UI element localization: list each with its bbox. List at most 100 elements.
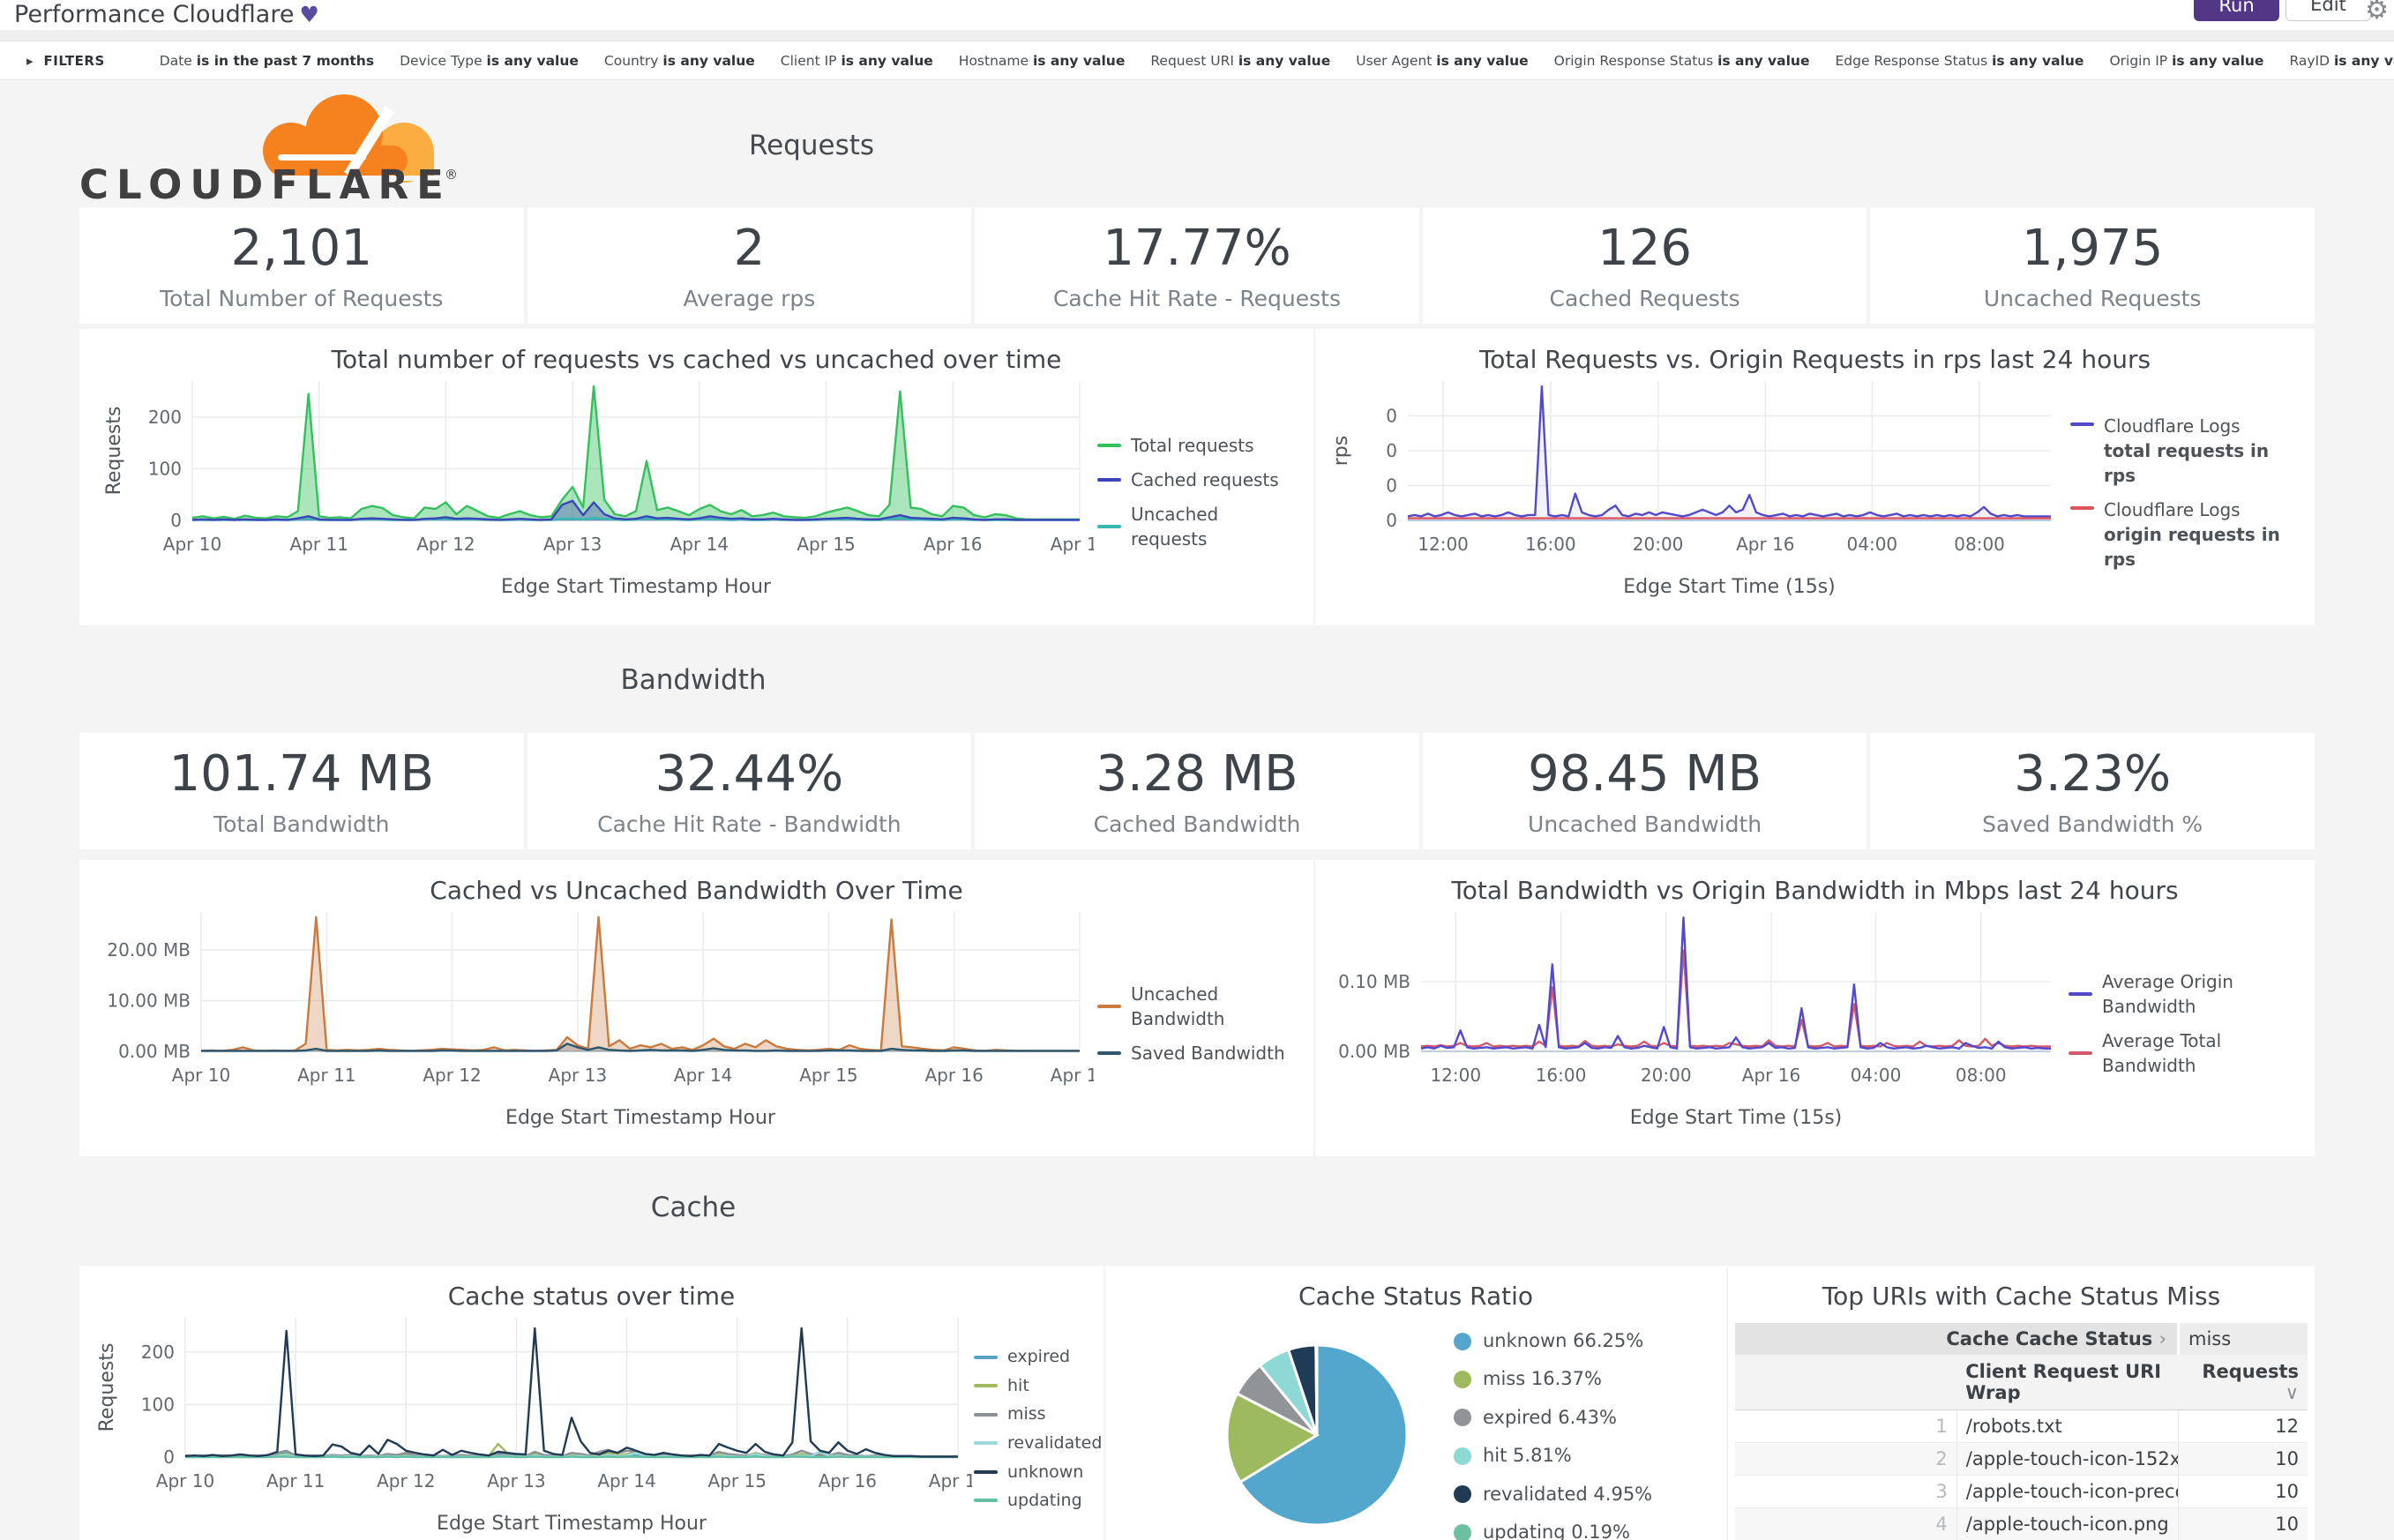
filter-item[interactable]: RayID is any valu... bbox=[2289, 53, 2394, 69]
filter-item[interactable]: Edge Response Status is any value bbox=[1835, 53, 2084, 69]
requests-cell: 10 bbox=[2178, 1442, 2308, 1476]
legend-item[interactable]: unknown 66.25% bbox=[1454, 1328, 1652, 1354]
legend-swatch bbox=[1097, 478, 1121, 482]
svg-text:0: 0 bbox=[1386, 406, 1397, 427]
kpi-label: Total Number of Requests bbox=[160, 286, 444, 311]
svg-text:Apr 16: Apr 16 bbox=[1736, 534, 1794, 555]
uri-cell[interactable]: /apple-touch-icon.png bbox=[1956, 1507, 2179, 1540]
legend-item[interactable]: hit bbox=[974, 1374, 1097, 1398]
legend-swatch bbox=[2070, 505, 2094, 510]
kpi-tile[interactable]: 98.45 MB Uncached Bandwidth bbox=[1422, 733, 1867, 849]
kpi-tile[interactable]: 17.77% Cache Hit Rate - Requests bbox=[975, 207, 1419, 324]
kpi-tile[interactable]: 101.74 MB Total Bandwidth bbox=[79, 733, 524, 849]
legend-item[interactable]: updating 0.19% bbox=[1454, 1520, 1652, 1540]
legend-item[interactable]: hit 5.81% bbox=[1454, 1443, 1652, 1469]
pie-chart-cache-ratio[interactable] bbox=[1211, 1329, 1423, 1540]
section-heading-cache: Cache bbox=[650, 1192, 737, 1223]
svg-text:0: 0 bbox=[1386, 475, 1397, 497]
legend-swatch bbox=[974, 1441, 998, 1446]
legend-item[interactable]: expired 6.43% bbox=[1454, 1405, 1652, 1431]
legend-item[interactable]: miss bbox=[974, 1402, 1097, 1426]
legend-item[interactable]: updating bbox=[974, 1489, 1097, 1513]
legend-item[interactable]: Uncached Bandwidth bbox=[1097, 982, 1300, 1031]
panel-requests-over-time: Total number of requests vs cached vs un… bbox=[79, 329, 1313, 625]
kpi-tile[interactable]: 2 Average rps bbox=[527, 207, 972, 324]
svg-text:Apr 15: Apr 15 bbox=[797, 534, 855, 555]
settings-gear-icon[interactable]: ⚙ bbox=[2365, 0, 2389, 26]
legend-label: Total requests bbox=[1131, 435, 1254, 456]
uri-cell[interactable]: /apple-touch-icon-precomposed.png bbox=[1956, 1475, 2179, 1508]
filters-expander-icon[interactable]: ▸ bbox=[26, 52, 34, 69]
filter-item[interactable]: Request URI is any value bbox=[1150, 53, 1331, 69]
filter-item[interactable]: Origin IP is any value bbox=[2109, 53, 2264, 69]
filter-item[interactable]: Hostname is any value bbox=[958, 53, 1126, 69]
legend-label: hit 5.81% bbox=[1483, 1445, 1572, 1467]
kpi-label: Cached Requests bbox=[1549, 286, 1740, 311]
svg-text:Edge Start Time (15s): Edge Start Time (15s) bbox=[1623, 576, 1836, 598]
legend-item[interactable]: Cloudflare Logs total requests in rps bbox=[2070, 414, 2291, 488]
filter-item[interactable]: Client IP is any value bbox=[780, 53, 933, 69]
line-chart-rps-24h[interactable]: 0 0 0 0 12:00 16:00 20:00 Apr 16 04:00 08:00 rps Ed… bbox=[1324, 376, 2065, 609]
legend-item[interactable]: Uncached requests bbox=[1097, 502, 1291, 551]
kpi-tile[interactable]: 32.44% Cache Hit Rate - Bandwidth bbox=[527, 733, 972, 849]
kpi-tile[interactable]: 126 Cached Requests bbox=[1422, 207, 1867, 324]
kpi-tile[interactable]: 1,975 Uncached Requests bbox=[1870, 207, 2315, 324]
legend-item[interactable]: revalidated bbox=[974, 1432, 1102, 1455]
legend-swatch bbox=[2069, 991, 2092, 996]
kpi-label: Cache Hit Rate - Bandwidth bbox=[597, 811, 901, 837]
legend-item[interactable]: unknown bbox=[974, 1461, 1097, 1484]
legend-item[interactable]: Cached requests bbox=[1097, 467, 1291, 492]
kpi-tile[interactable]: 3.23% Saved Bandwidth % bbox=[1870, 733, 2315, 849]
column-header-requests[interactable]: Requests ∨ bbox=[2178, 1355, 2308, 1410]
legend-item[interactable]: Saved Bandwidth bbox=[1097, 1041, 1300, 1065]
logo-row: CLOUDFLARE ® Requests bbox=[79, 84, 2315, 207]
svg-text:Apr 16: Apr 16 bbox=[819, 1470, 877, 1491]
bandwidth-charts-row: Cached vs Uncached Bandwidth Over Time 0… bbox=[79, 860, 2315, 1156]
legend-swatch bbox=[2069, 1050, 2092, 1055]
table-row: 4 /apple-touch-icon.png 10 bbox=[1735, 1507, 2308, 1540]
legend-label: Average Origin Bandwidth bbox=[2102, 970, 2233, 1017]
kpi-row-requests: 2,101 Total Number of Requests 2 Average… bbox=[79, 207, 2315, 324]
requests-cell: 10 bbox=[2178, 1507, 2308, 1540]
legend-label: Cached requests bbox=[1131, 469, 1279, 490]
chart-title: Cached vs Uncached Bandwidth Over Time bbox=[430, 876, 963, 905]
svg-text:0.00 MB: 0.00 MB bbox=[1338, 1041, 1410, 1062]
filter-item[interactable]: Device Type is any value bbox=[400, 53, 579, 69]
kpi-tile[interactable]: 3.28 MB Cached Bandwidth bbox=[975, 733, 1419, 849]
column-header-uri[interactable]: Client Request URI Wrap bbox=[1956, 1355, 2179, 1410]
filter-item[interactable]: User Agent is any value bbox=[1356, 53, 1529, 69]
svg-text:200: 200 bbox=[141, 1342, 175, 1363]
filter-item[interactable]: Country is any value bbox=[603, 53, 755, 69]
svg-text:0.10 MB: 0.10 MB bbox=[1338, 971, 1410, 992]
uri-cell[interactable]: /robots.txt bbox=[1956, 1409, 2179, 1443]
legend-item[interactable]: revalidated 4.95% bbox=[1454, 1482, 1652, 1507]
edit-button[interactable]: Edit bbox=[2286, 0, 2371, 21]
kpi-tile[interactable]: 2,101 Total Number of Requests bbox=[79, 207, 524, 324]
row-number: 4 bbox=[1735, 1507, 1957, 1540]
line-chart-bandwidth-over-time[interactable]: 0.00 MB 10.00 MB 20.00 MB Apr 10 Apr 11 Apr 1… bbox=[97, 907, 1109, 1140]
legend-item[interactable]: expired bbox=[974, 1345, 1097, 1369]
line-chart-cache-status[interactable]: 0 100 200 Apr 10 Apr 11 Apr 12 Apr 13 Apr 14 Apr… bbox=[90, 1312, 987, 1540]
svg-text:20:00: 20:00 bbox=[1641, 1065, 1692, 1086]
filter-item[interactable]: Date is in the past 7 months bbox=[159, 53, 375, 69]
legend-swatch bbox=[974, 1412, 998, 1417]
line-chart-requests-over-time[interactable]: 0 100 200 Apr 10 Apr 11 Apr 12 Apr 13 Apr 14 Apr… bbox=[97, 376, 1109, 609]
filter-item[interactable]: Origin Response Status is any value bbox=[1553, 53, 1810, 69]
legend-swatch bbox=[1097, 444, 1121, 447]
legend-item[interactable]: Average Origin Bandwidth bbox=[2069, 969, 2302, 1019]
legend-swatch bbox=[2070, 422, 2094, 426]
line-chart-bandwidth-24h[interactable]: 0.00 MB 0.10 MB 12:00 16:00 20:00 Apr 16 04:00… bbox=[1324, 907, 2065, 1140]
legend-item[interactable]: miss 16.37% bbox=[1454, 1366, 1652, 1392]
kpi-label: Cache Hit Rate - Requests bbox=[1052, 286, 1341, 311]
legend-item[interactable]: Cloudflare Logs origin requests in rps bbox=[2070, 497, 2291, 572]
uri-cell[interactable]: /apple-touch-icon-152x152.png bbox=[1956, 1442, 2179, 1476]
svg-text:®: ® bbox=[445, 167, 458, 183]
legend-item[interactable]: Total requests bbox=[1097, 433, 1291, 458]
svg-text:Apr 11: Apr 11 bbox=[290, 534, 348, 555]
legend-label: unknown bbox=[1007, 1462, 1084, 1482]
run-button[interactable]: Run bbox=[2194, 0, 2279, 21]
legend-item[interactable]: Average Total Bandwidth bbox=[2069, 1028, 2302, 1078]
table-group-header[interactable]: Cache Cache Status › bbox=[1735, 1323, 2180, 1355]
legend-swatch bbox=[1454, 1371, 1471, 1389]
legend-label: Cloudflare Logs total requests in rps bbox=[2104, 415, 2270, 486]
